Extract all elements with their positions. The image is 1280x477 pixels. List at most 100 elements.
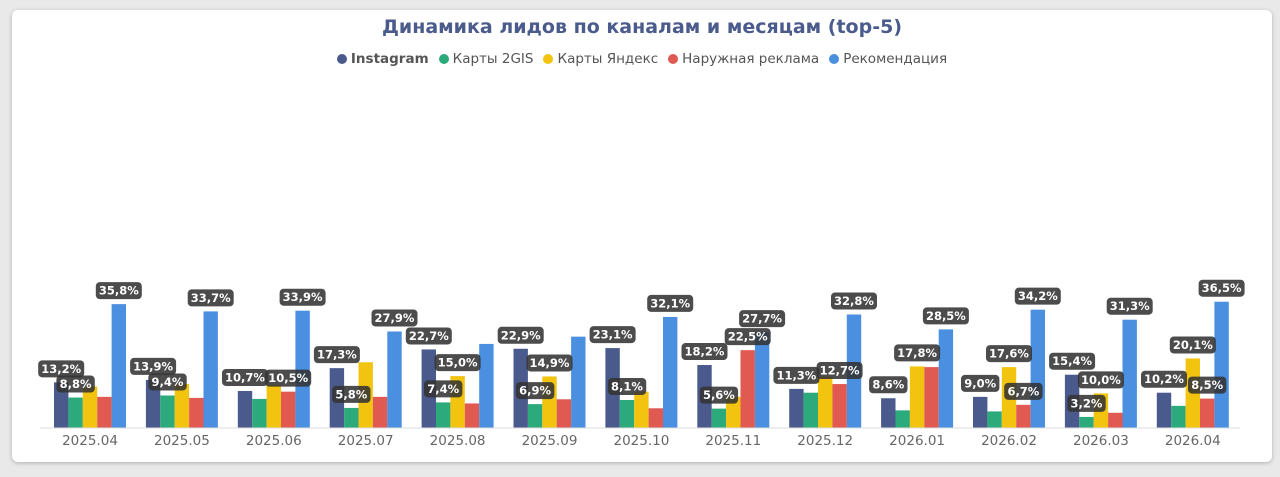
data-label-bg [497,326,544,344]
data-label-bg [515,382,555,400]
bar [1108,412,1123,428]
x-tick-label: 2025.09 [522,433,578,449]
data-label: 36,5% [1202,281,1242,295]
legend-item-recommendation[interactable]: Рекомендация [829,51,947,67]
data-label-bg [1169,336,1216,354]
bar [619,399,635,428]
bar [973,396,988,428]
data-label: 5,8% [335,387,367,401]
bar [726,396,741,428]
data-label-bg [526,354,573,372]
data-label: 15,0% [438,356,478,370]
data-label-bg [222,368,268,386]
bar [203,311,218,428]
bar [832,384,847,428]
data-label-bg [1141,370,1187,388]
data-label-bg [1106,297,1153,315]
legend-dot [336,54,347,64]
bar [895,410,910,428]
x-tick-label: 2025.05 [154,433,210,449]
data-label: 17,6% [989,347,1029,361]
legend-item-instagram[interactable]: Instagram [336,51,429,67]
bar [663,316,678,428]
bar [174,384,190,428]
legend-item-2gis[interactable]: Карты 2GIS [438,51,534,67]
bar [1079,416,1094,428]
data-label-bg [405,327,452,345]
data-label: 9,0% [964,376,996,390]
x-tick-label: 2025.06 [246,433,302,449]
data-label-bg [816,362,863,380]
data-label-bg [724,328,771,346]
bar [789,388,804,428]
data-label: 18,2% [685,345,725,359]
legend-label: Карты 2GIS [452,51,534,67]
data-label-bg [313,346,360,364]
data-label: 32,8% [834,294,874,308]
data-label: 7,4% [427,382,459,396]
data-label: 17,3% [317,348,357,362]
data-label: 31,3% [1110,299,1150,313]
bar [740,350,755,428]
bar [281,391,296,428]
data-label: 32,1% [650,296,690,310]
legend-dot [438,54,449,64]
bar [54,382,69,428]
x-tick-label: 2026.04 [1165,433,1221,449]
bar [1214,301,1229,428]
data-label: 6,9% [519,384,551,398]
bar [754,332,770,428]
data-label-bg [434,354,481,372]
legend-dot [668,54,679,64]
data-label: 12,7% [820,364,860,378]
x-tick-label: 2026.02 [981,433,1037,449]
chart-title: Динамика лидов по каналам и месяцам (top… [381,16,903,38]
legend-label: Instagram [350,51,429,67]
bar [987,411,1002,428]
data-label: 8,6% [872,378,904,392]
data-label: 27,9% [375,311,415,325]
bar [1030,309,1045,428]
data-label: 22,7% [409,329,449,343]
data-label-bg [986,345,1032,363]
bar [252,398,267,428]
legend-label: Наружная реклама [682,51,820,67]
legend-label: Рекомендация [843,51,948,67]
data-label-bg [1067,394,1106,412]
bar [1122,319,1137,428]
bar [387,331,402,428]
data-label-bg [589,326,636,344]
x-tick-label: 2025.11 [705,433,761,449]
x-tick-label: 2025.08 [430,433,486,449]
data-label-bg [894,344,941,362]
data-label: 10,2% [1144,372,1184,386]
bar [571,336,586,428]
data-label-bg [699,386,739,404]
bar [68,397,83,428]
data-label-bg [773,366,820,384]
data-label: 22,5% [728,330,768,344]
bar [97,396,112,428]
data-label: 22,9% [501,328,541,342]
data-label: 5,6% [703,388,735,402]
bar [237,390,253,428]
legend-item-outdoor[interactable]: Наружная реклама [668,51,819,67]
data-label-bg [681,343,728,361]
x-tick-label: 2026.03 [1073,433,1129,449]
data-label: 15,4% [1052,354,1092,368]
bar [372,396,388,428]
data-label-bg [371,309,418,327]
x-tick-label: 2025.10 [613,433,669,449]
data-label-bg [424,380,463,398]
data-label: 8,5% [1191,378,1223,392]
legend-item-yandex[interactable]: Карты Яндекс [543,51,658,67]
legend: Instagram Карты 2GIS Карты Яндекс Наружн… [12,51,1272,67]
data-label: 8,1% [611,379,643,393]
data-label-bg [1198,279,1245,297]
data-label-bg [1049,352,1096,370]
bar [1156,392,1172,428]
data-label: 33,7% [191,291,231,305]
data-label: 27,7% [742,312,782,326]
data-label-bg [869,376,908,394]
